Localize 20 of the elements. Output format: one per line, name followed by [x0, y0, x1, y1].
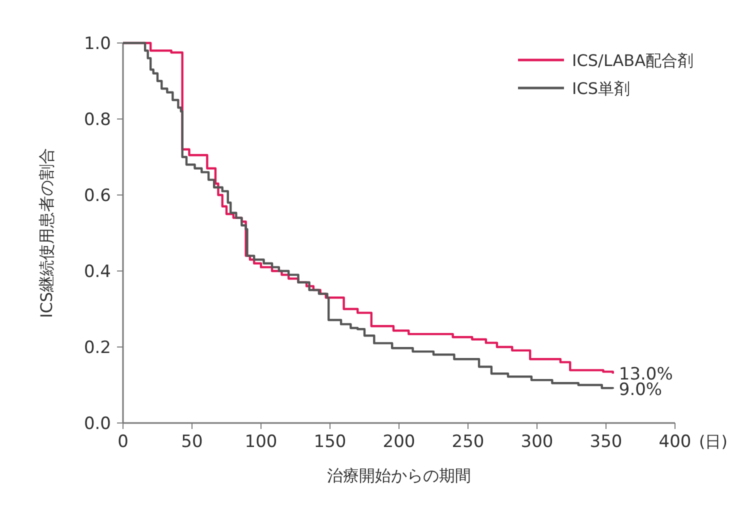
x-tick-label: 400	[658, 432, 692, 452]
x-tick-label: 200	[382, 432, 416, 452]
y-tick-label: 1.0	[84, 34, 111, 54]
x-tick-label: 250	[452, 432, 484, 452]
text: (日)	[699, 432, 728, 451]
legend-label: ICS単剤	[572, 79, 630, 98]
y-tick-label: 0.0	[84, 414, 111, 434]
y-tick-label: 0.6	[84, 186, 111, 206]
x-axis-title: 治療開始からの期間	[327, 466, 471, 485]
x-tick-label: 50	[181, 432, 203, 452]
y-tick-label: 0.8	[84, 110, 111, 130]
x-tick-label: 350	[590, 432, 622, 452]
y-tick-label: 0.2	[84, 338, 111, 358]
y-tick-label: 0.4	[84, 262, 111, 282]
x-tick-label: 300	[520, 432, 554, 452]
x-tick-label: 100	[244, 432, 278, 452]
x-tick-label: 0	[118, 432, 128, 452]
x-tick-label: 150	[314, 432, 346, 452]
y-axis-title: ICS継続使用患者の割合	[37, 148, 56, 318]
legend-label: ICS/LABA配合剤	[572, 51, 694, 70]
